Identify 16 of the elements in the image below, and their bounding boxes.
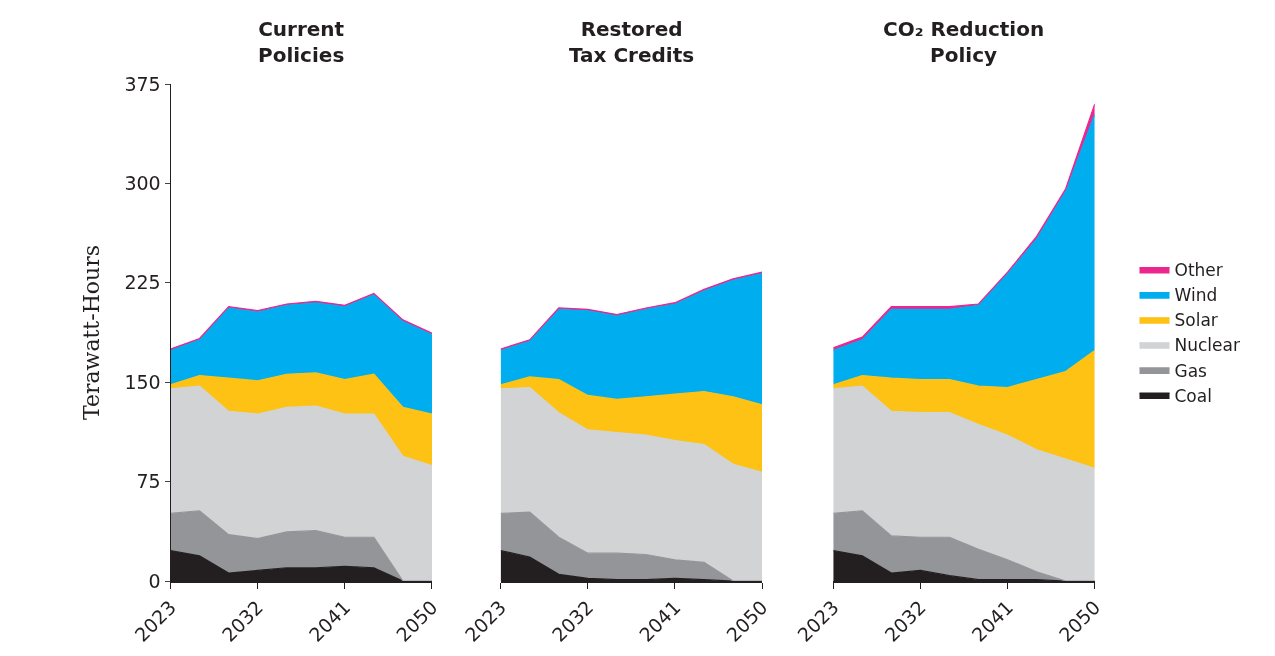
legend-label: Wind xyxy=(1174,285,1218,306)
y-tick-label: 150 xyxy=(124,370,161,393)
y-tick-label: 0 xyxy=(148,569,161,592)
legend-label: Coal xyxy=(1174,385,1212,406)
y-tick-label: 225 xyxy=(124,271,161,294)
chart-title: Current Policies xyxy=(258,17,345,67)
legend-label: Nuclear xyxy=(1174,335,1240,356)
chart-title: Restored Tax Credits xyxy=(569,17,695,67)
y-tick-label: 75 xyxy=(136,470,161,493)
y-tick-label: 375 xyxy=(124,72,161,95)
legend-label: Other xyxy=(1174,260,1223,281)
y-axis-title: Terawatt-Hours xyxy=(79,244,105,421)
y-tick-label: 300 xyxy=(124,172,161,195)
legend-label: Gas xyxy=(1174,360,1208,381)
legend-label: Solar xyxy=(1174,310,1218,331)
chart-title: CO₂ Reduction Policy xyxy=(883,17,1045,67)
